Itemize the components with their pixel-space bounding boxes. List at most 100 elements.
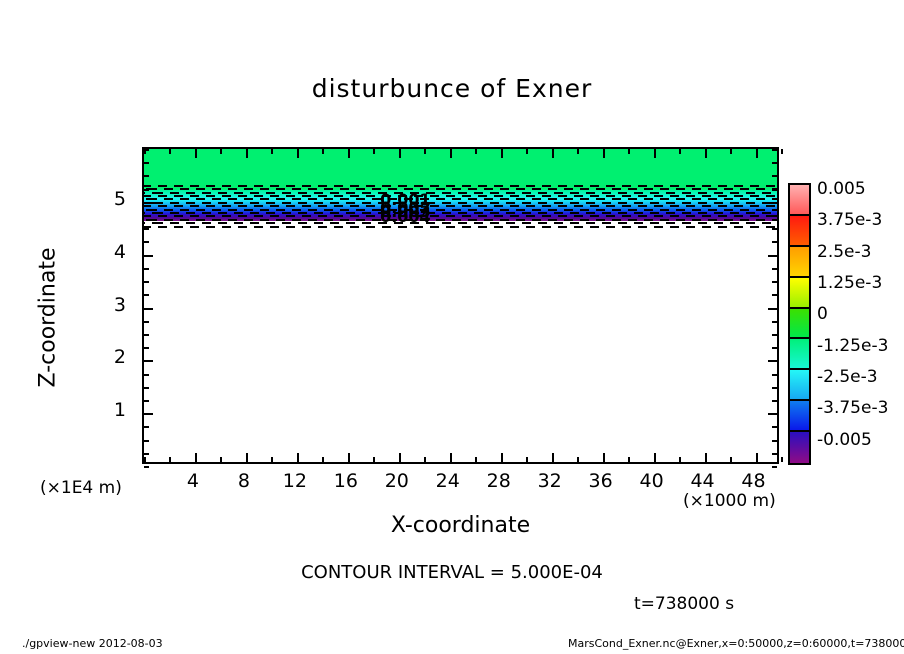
y-tick-mark: [144, 162, 149, 165]
y-tick-mark-right: [772, 215, 777, 218]
y-tick-mark: [144, 426, 149, 429]
x-tick-mark: [271, 457, 274, 462]
contour-value-label: 0.003: [380, 202, 431, 222]
y-tick-label: 4: [113, 240, 126, 263]
x-tick-mark: [245, 453, 248, 462]
contour-line: [144, 212, 777, 215]
x-tick-mark-top: [730, 149, 733, 154]
colorbar: [788, 183, 811, 465]
x-tick-mark: [577, 457, 580, 462]
y-tick-mark-right: [772, 386, 777, 389]
x-tick-mark-top: [577, 149, 580, 154]
contour-line: [144, 225, 777, 228]
y-tick-mark: [144, 373, 149, 376]
y-tick-mark: [144, 466, 149, 468]
y-tick-mark-right: [772, 347, 777, 350]
plot-area: [142, 147, 783, 468]
x-tick-mark-top: [602, 149, 605, 158]
footer-source: MarsCond_Exner.nc@Exner,x=0:50000,z=0:60…: [568, 637, 904, 650]
y-tick-mark: [144, 439, 149, 442]
y-tick-mark-right: [772, 320, 777, 323]
x-tick-label: 36: [588, 470, 613, 492]
x-tick-mark-top: [475, 149, 478, 154]
y-tick-mark-right: [772, 452, 777, 455]
y-tick-mark: [144, 241, 149, 244]
y-tick-mark-right: [772, 188, 777, 191]
x-tick-mark-top: [526, 149, 529, 154]
footer-command: ./gpview-new 2012-08-03: [22, 637, 163, 650]
x-tick-label: 28: [486, 470, 511, 492]
x-axis-unit: (×1000 m): [683, 491, 776, 511]
y-tick-mark-right: [772, 267, 777, 270]
contour-line: [144, 205, 777, 208]
colorbar-band: [790, 401, 809, 432]
contour-value-label: 0.004: [380, 206, 431, 226]
x-tick-label: 24: [435, 470, 460, 492]
contour-line: [144, 184, 777, 187]
colorbar-band: [790, 370, 809, 402]
x-tick-mark-top: [169, 149, 172, 154]
x-tick-mark: [679, 457, 682, 462]
y-tick-mark-right: [772, 439, 777, 442]
x-tick-mark-top: [449, 149, 452, 158]
x-tick-mark-top: [755, 149, 758, 158]
y-tick-mark-right: [772, 466, 777, 468]
y-tick-mark-right: [772, 333, 777, 336]
y-tick-mark: [144, 175, 149, 178]
x-tick-mark-top: [373, 149, 376, 154]
y-tick-mark-right: [772, 228, 777, 231]
x-tick-mark-top: [245, 149, 248, 158]
y-tick-label: 5: [113, 187, 126, 210]
colorbar-tick-label: 0: [817, 304, 828, 325]
y-tick-mark: [144, 360, 153, 363]
y-tick-mark: [144, 281, 149, 284]
y-tick-mark: [144, 333, 149, 336]
contour-line: [144, 222, 777, 225]
colorbar-tick-label: -2.5e-3: [817, 367, 878, 387]
y-tick-label: 2: [113, 346, 126, 369]
y-tick-mark: [144, 347, 149, 350]
x-tick-mark: [449, 453, 452, 462]
x-tick-label: 40: [639, 470, 664, 492]
colorbar-tick-label: -0.005: [817, 429, 872, 450]
y-tick-mark-right: [772, 281, 777, 284]
y-tick-mark-right: [772, 294, 777, 297]
contour-line: [144, 208, 777, 211]
x-tick-mark: [730, 457, 733, 462]
y-tick-mark-right: [772, 149, 777, 151]
x-tick-label: 20: [384, 470, 409, 492]
x-tick-mark-top: [500, 149, 503, 158]
y-tick-mark-right: [768, 360, 777, 363]
y-tick-mark-right: [772, 162, 777, 165]
contour-line: [144, 198, 777, 201]
x-tick-mark: [194, 453, 197, 462]
y-tick-mark-right: [772, 399, 777, 402]
x-tick-mark-top: [144, 149, 146, 154]
colorbar-tick-label: 1.25e-3: [817, 273, 883, 293]
x-tick-label: 8: [237, 470, 250, 492]
colorbar-tick-label: 2.5e-3: [817, 241, 872, 262]
colorbar-band: [790, 185, 809, 216]
colorbar-tick-label: 0.005: [817, 179, 866, 199]
x-tick-mark: [781, 457, 783, 462]
x-tick-mark: [373, 457, 376, 462]
x-tick-mark: [398, 453, 401, 462]
x-tick-mark: [220, 457, 223, 462]
y-tick-mark: [144, 254, 153, 257]
y-tick-mark: [144, 307, 153, 310]
x-tick-mark: [322, 457, 325, 462]
plot-canvas: [144, 149, 777, 462]
colorbar-band: [790, 246, 809, 278]
colorbar-band: [790, 339, 809, 371]
y-tick-mark: [144, 452, 149, 455]
y-tick-mark-right: [772, 241, 777, 244]
x-tick-mark: [144, 457, 146, 462]
x-tick-mark: [653, 453, 656, 462]
y-tick-mark: [144, 188, 149, 191]
y-tick-label: 1: [113, 399, 126, 422]
y-tick-mark-right: [772, 373, 777, 376]
x-tick-mark: [551, 453, 554, 462]
x-tick-mark-top: [424, 149, 427, 154]
x-tick-mark: [628, 457, 631, 462]
y-tick-mark: [144, 320, 149, 323]
